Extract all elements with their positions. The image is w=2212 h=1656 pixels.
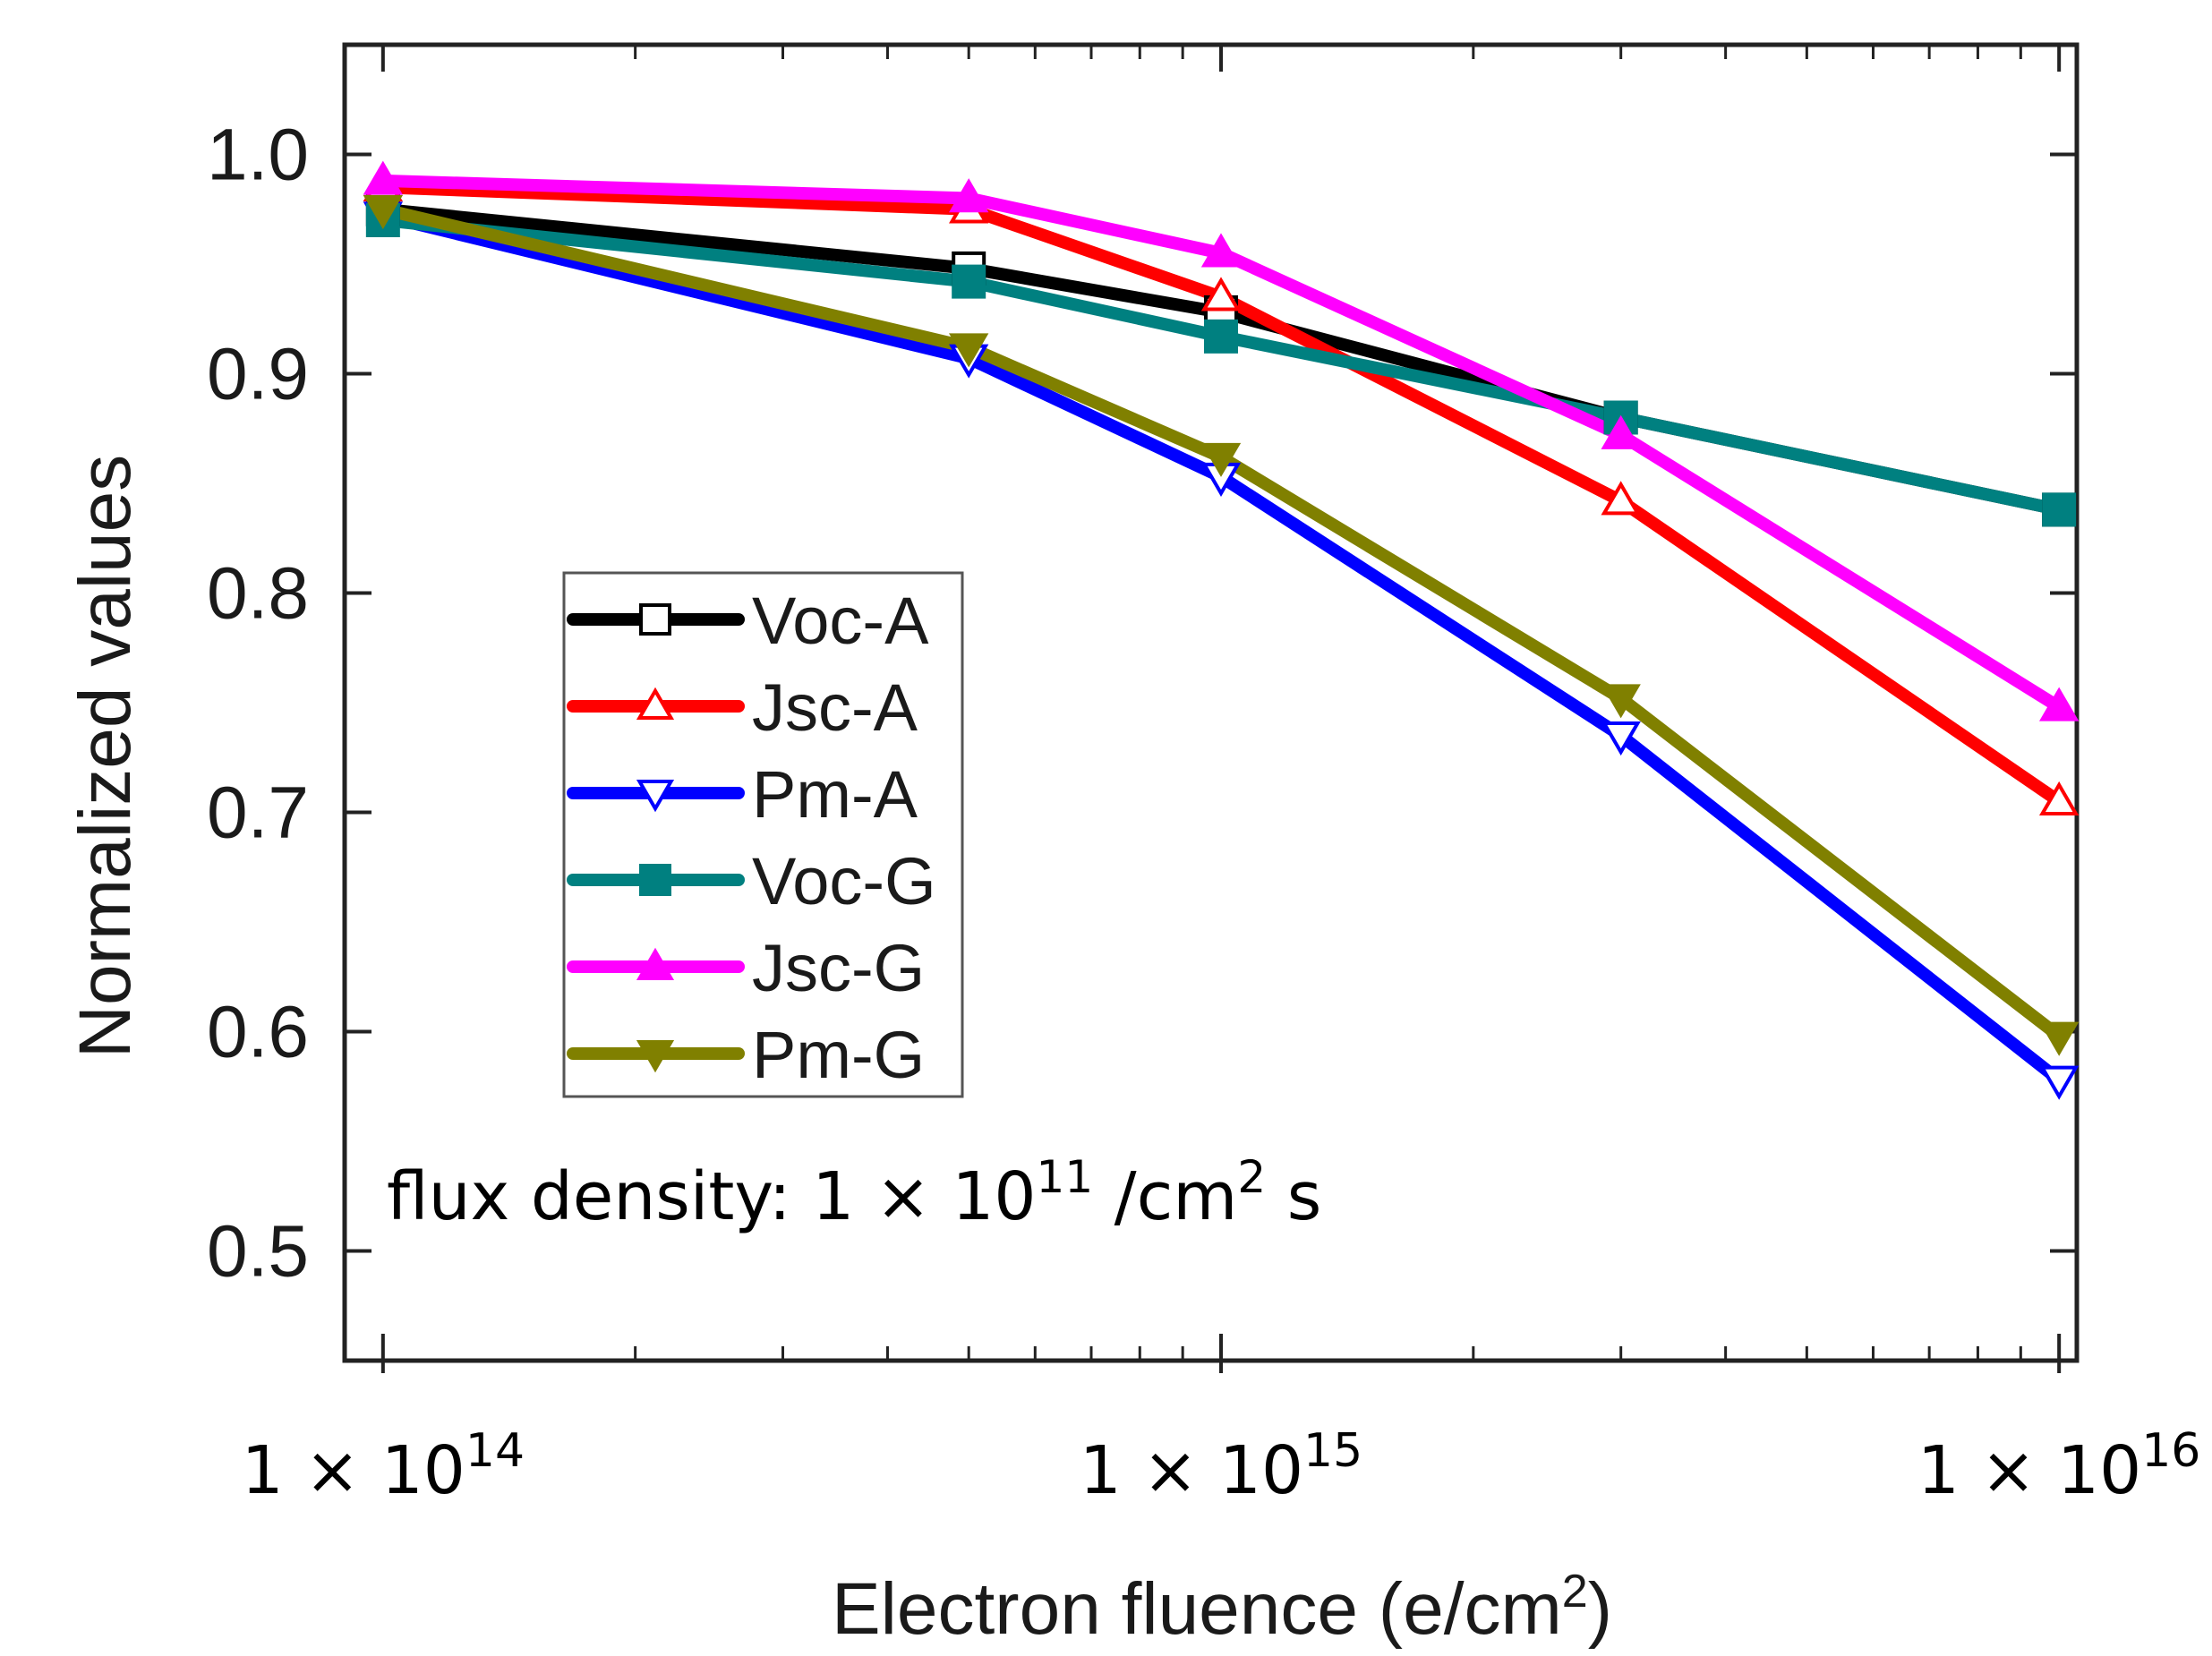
y-tick-label: 0.5 — [207, 1211, 309, 1293]
data-point-jsc-g — [1601, 414, 1641, 449]
y-tick-label: 0.7 — [207, 773, 309, 854]
legend-label-jsc-g: Jsc-G — [752, 931, 925, 1005]
y-axis-title: Normalized values — [64, 455, 146, 1059]
data-point-pm-g — [949, 333, 989, 368]
x-axis-ticks: 1 × 1014 1 × 1015 1 × 1016 — [242, 45, 2200, 1509]
x-tick-label-base: 1 × 10 — [1080, 1432, 1303, 1509]
legend-label-pm-a: Pm-A — [752, 757, 918, 832]
y-axis-ticks: 1.0 0.9 0.8 0.7 0.6 0.5 — [207, 115, 2077, 1293]
y-tick-label: 0.8 — [207, 553, 309, 635]
plot-frame — [342, 42, 2080, 1363]
legend-marker-voc-a — [639, 603, 671, 636]
x-axis-title-superscript: 2 — [1562, 1566, 1588, 1618]
x-tick-label-exponent: 16 — [2141, 1424, 2200, 1478]
data-point-pm-g — [1601, 684, 1641, 719]
data-point-pm-g — [2038, 1021, 2080, 1056]
legend-marker-jsc-g — [636, 947, 675, 980]
data-point-jsc-g — [2038, 687, 2080, 721]
data-point-jsc-a — [1601, 481, 1641, 516]
y-tick-label: 0.6 — [207, 992, 309, 1073]
data-point-jsc-g — [363, 160, 404, 195]
data-point-voc-g — [1203, 319, 1238, 354]
legend-label-pm-g: Pm-G — [752, 1018, 925, 1092]
x-tick-label-exponent: 14 — [465, 1424, 525, 1478]
x-tick-label: 1 × 1014 — [242, 1424, 525, 1509]
data-point-pm-a — [1601, 721, 1641, 756]
legend-label-voc-a: Voc-A — [752, 584, 929, 658]
data-point-pm-g — [1200, 442, 1242, 477]
data-point-pm-g — [363, 194, 404, 230]
legend-box — [562, 571, 964, 1098]
data-point-jsc-a — [2038, 781, 2080, 816]
legend-label-jsc-a: Jsc-A — [752, 670, 918, 745]
flux-density-annotation: flux density: 1 × 1011 /cm2 s — [387, 1151, 1321, 1235]
data-point-voc-g — [952, 264, 986, 299]
x-tick-label-base: 1 × 10 — [242, 1432, 465, 1509]
x-tick-label: 1 × 1015 — [1080, 1424, 1362, 1509]
series-markers — [363, 160, 2080, 1100]
y-tick-label: 0.9 — [207, 334, 309, 415]
x-tick-label: 1 × 1016 — [1917, 1424, 2200, 1509]
legend-marker-voc-g — [639, 864, 671, 896]
y-tick-label: 1.0 — [207, 115, 309, 196]
plot-border — [342, 42, 2080, 1363]
legend-label-voc-g: Voc-G — [752, 844, 936, 918]
legend-marker-jsc-a — [636, 687, 675, 720]
x-tick-label-base: 1 × 10 — [1917, 1432, 2141, 1509]
legend: Voc-A Jsc-A Pm-A Voc-G Jsc-G Pm-G — [562, 571, 964, 1098]
data-point-jsc-a — [1200, 277, 1242, 312]
x-tick-label-exponent: 15 — [1303, 1424, 1362, 1478]
legend-marker-pm-a — [636, 780, 675, 813]
data-point-voc-g — [2042, 492, 2077, 527]
data-point-jsc-g — [1200, 233, 1242, 268]
data-point-pm-a — [2038, 1065, 2080, 1100]
data-point-jsc-g — [949, 178, 989, 213]
x-axis-title: Electron fluence (e/cm2) — [832, 1566, 1612, 1650]
legend-marker-pm-g — [636, 1040, 675, 1073]
